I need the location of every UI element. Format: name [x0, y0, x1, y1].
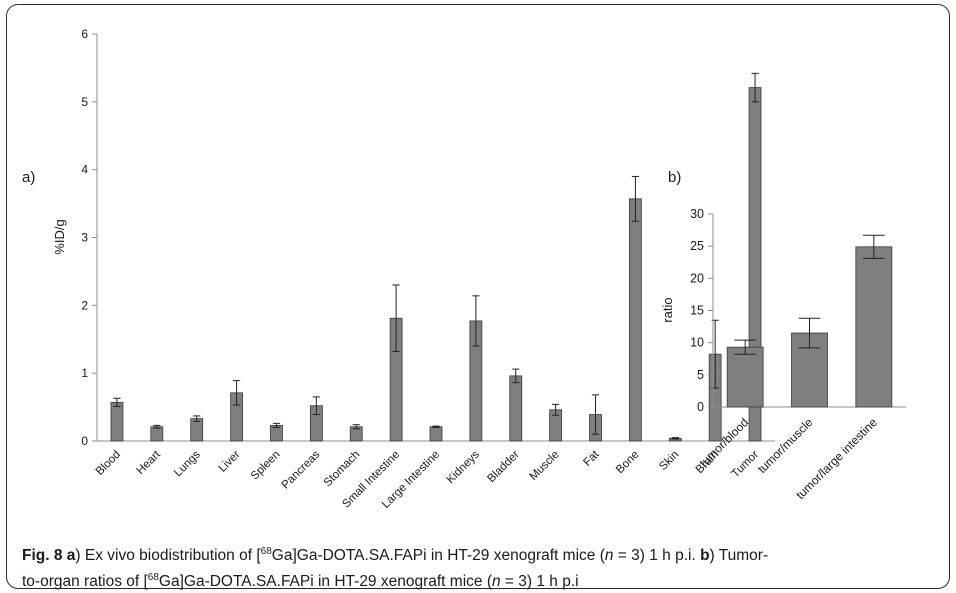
category-label: Fat — [581, 448, 602, 469]
caption-text-segment: n — [492, 573, 501, 591]
bar — [429, 426, 443, 442]
y-tick-label: 15 — [690, 304, 704, 318]
panel-a-chart: a) %ID/g 0 1 2 3 4 5 6 Blood Heart Lungs Liver Spleen… — [22, 27, 775, 511]
caption-text-segment: ) Tumor- — [709, 547, 769, 565]
caption-text-segment: b — [700, 547, 710, 565]
category-label: Bone — [614, 449, 641, 476]
y-tick-label: 2 — [81, 298, 88, 312]
figure-caption: Fig. 8 a) Ex vivo biodistribution of [68… — [22, 541, 942, 593]
y-tick-label: 10 — [690, 336, 704, 350]
caption-text-segment: to-organ ratios of [ — [22, 573, 148, 591]
y-tick-label: 20 — [690, 271, 704, 285]
category-label: Skin — [657, 449, 681, 473]
category-label: Kidneys — [445, 448, 483, 486]
bar — [150, 426, 164, 442]
caption-text-segment: Ga]Ga-DOTA.SA.FAPi in HT-29 xenograft mi… — [158, 573, 492, 591]
y-tick-label: 4 — [81, 163, 88, 177]
category-label: Bladder — [485, 449, 522, 486]
category-label: Pancreas — [280, 448, 323, 491]
y-axis-title: %ID/g — [52, 219, 67, 254]
category-label: Liver — [217, 449, 243, 475]
bar — [509, 375, 523, 442]
y-tick-label: 1 — [81, 366, 88, 380]
caption-text-segment: = 3) 1 h p.i. — [613, 547, 701, 565]
bar — [110, 401, 124, 442]
y-tick-label: 5 — [81, 95, 88, 109]
caption-text-segment: n — [604, 547, 614, 565]
figure-frame — [6, 4, 950, 589]
caption-line-1: Fig. 8 a) Ex vivo biodistribution of [68… — [22, 541, 942, 567]
caption-text-segment: a — [66, 547, 76, 565]
caption-text-segment: Fig. 8 — [22, 547, 67, 565]
bar — [629, 198, 642, 442]
category-label: tumor/muscle — [755, 415, 816, 476]
caption-text-segment: 68 — [260, 546, 272, 557]
bar — [726, 346, 764, 408]
y-tick-label: 0 — [81, 434, 88, 448]
caption-text-segment: ) Ex vivo biodistribution of [ — [75, 547, 261, 565]
y-tick-label: 25 — [690, 239, 704, 253]
category-label: Spleen — [249, 449, 283, 483]
category-label: Heart — [135, 448, 164, 477]
y-tick-label: 30 — [690, 207, 704, 221]
category-label: Lungs — [172, 448, 203, 479]
caption-text-segment: Ga]Ga-DOTA.SA.FAPi in HT-29 xenograft mi… — [271, 547, 605, 565]
y-tick-label: 3 — [81, 231, 88, 245]
panel-label: b) — [668, 169, 681, 186]
y-tick-label: 5 — [697, 368, 704, 382]
bar — [190, 418, 204, 442]
y-tick-label: 0 — [697, 400, 704, 414]
category-label: Muscle — [528, 449, 562, 483]
category-label: Stomach — [322, 449, 363, 490]
caption-line-2: to-organ ratios of [68Ga]Ga-DOTA.SA.FAPi… — [22, 567, 942, 593]
y-axis-title: ratio — [660, 297, 675, 322]
panel-label: a) — [22, 169, 35, 186]
caption-text-segment: 68 — [147, 572, 159, 584]
bar — [855, 246, 893, 408]
category-label: Blood — [94, 449, 123, 478]
caption-text-segment: = 3) 1 h p.i — [500, 573, 579, 591]
y-tick-label: 6 — [81, 27, 88, 41]
